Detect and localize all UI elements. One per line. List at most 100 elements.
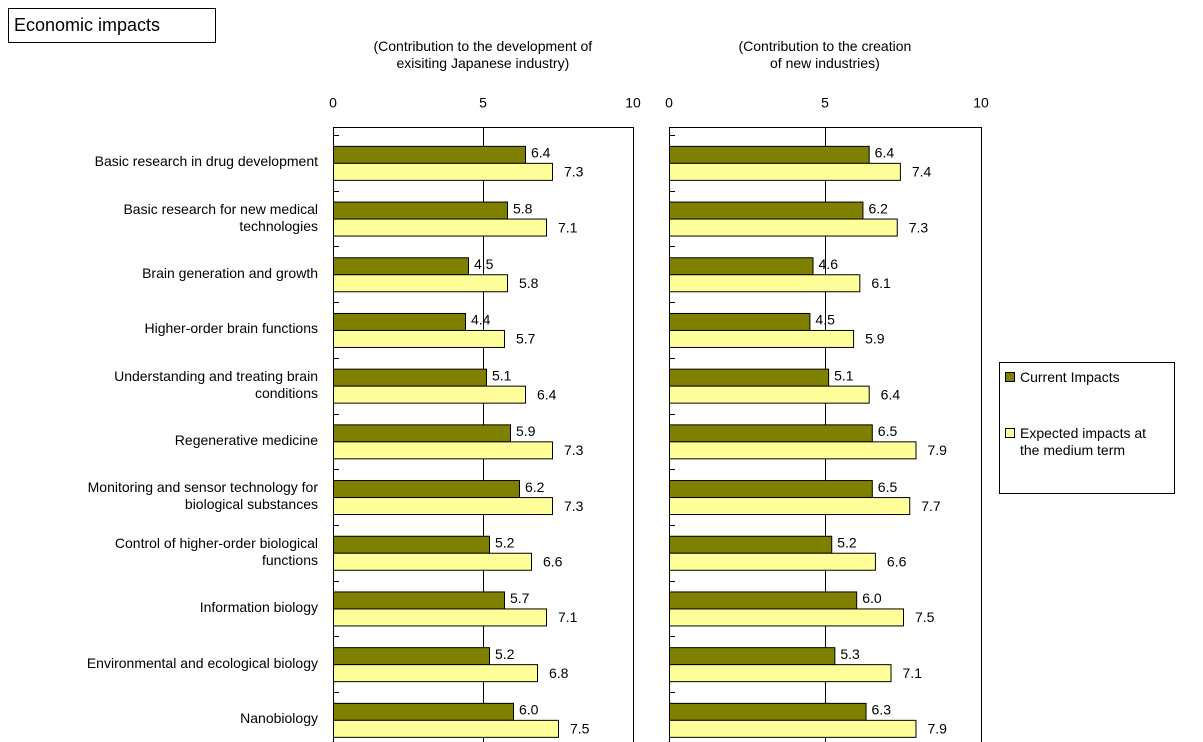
bar: [669, 424, 873, 443]
category-label: Basic research for new medical technolog…: [123, 200, 318, 234]
bar: [669, 441, 917, 460]
bar: [669, 218, 898, 237]
value-label: 5.7: [516, 331, 536, 347]
bar: [333, 368, 487, 387]
value-label: 7.4: [912, 164, 932, 180]
bar: [669, 274, 861, 293]
bar: [333, 162, 553, 181]
legend-swatch: [1005, 372, 1015, 382]
value-label: 7.9: [927, 721, 947, 737]
value-label: 7.7: [921, 498, 941, 514]
x-tick-label: 0: [329, 95, 337, 111]
value-label: 6.0: [862, 590, 882, 606]
bar: [333, 274, 508, 293]
bar: [333, 218, 547, 237]
value-label: 6.6: [543, 553, 563, 569]
value-label: 6.4: [537, 386, 557, 402]
value-label: 5.8: [513, 200, 533, 216]
value-label: 5.7: [510, 590, 530, 606]
category-label: Information biology: [199, 598, 318, 615]
legend-swatch: [1005, 428, 1015, 438]
value-label: 4.5: [815, 312, 835, 328]
x-tick-label: 5: [479, 95, 487, 111]
bar: [669, 201, 864, 220]
value-label: 4.5: [474, 256, 494, 272]
x-tick-label: 5: [821, 95, 829, 111]
bar: [669, 145, 870, 164]
value-label: 5.2: [495, 534, 515, 550]
x-tick-label: 0: [665, 95, 673, 111]
legend-label: Expected impacts at the medium term: [1020, 425, 1147, 458]
bar: [669, 162, 901, 181]
bar: [333, 702, 514, 721]
bar: [333, 480, 520, 499]
bar: [333, 312, 466, 331]
bar: [669, 702, 867, 721]
bar: [333, 664, 538, 683]
value-label: 7.3: [909, 219, 929, 235]
title-box: [8, 8, 216, 43]
bar: [669, 385, 870, 404]
value-label: 7.3: [564, 498, 584, 514]
value-label: 4.6: [819, 256, 839, 272]
bar: [333, 441, 553, 460]
bar: [669, 257, 814, 276]
value-label: 6.0: [519, 702, 539, 718]
value-label: 5.9: [516, 423, 536, 439]
panel-title: (Contribution to the creation of new ind…: [738, 38, 912, 71]
value-label: 7.3: [564, 164, 584, 180]
bar: [333, 145, 526, 164]
bar: [333, 385, 526, 404]
category-label: Brain generation and growth: [142, 264, 318, 281]
bar: [669, 647, 836, 666]
chart-title: Economic impacts: [14, 15, 161, 35]
value-label: 7.1: [558, 609, 578, 625]
bar: [669, 664, 892, 683]
bar: [669, 329, 855, 348]
bar: [333, 201, 508, 220]
category-label: Higher-order brain functions: [144, 320, 318, 337]
value-label: 6.6: [887, 553, 907, 569]
bar: [333, 329, 505, 348]
bar: [669, 552, 876, 571]
value-label: 6.8: [549, 665, 569, 681]
bar: [669, 591, 858, 610]
bar: [669, 497, 911, 516]
x-tick-label: 10: [625, 95, 641, 111]
bar: [669, 719, 917, 738]
category-label: Regenerative medicine: [174, 431, 318, 448]
value-label: 6.5: [878, 423, 898, 439]
bar: [333, 552, 532, 571]
category-label: Basic research in drug development: [94, 153, 318, 170]
bar: [333, 424, 511, 443]
bar: [669, 608, 904, 627]
value-label: 7.3: [564, 442, 584, 458]
bar: [669, 368, 830, 387]
value-label: 6.4: [881, 386, 901, 402]
category-label: Control of higher-order biological funct…: [114, 534, 318, 568]
bar: [333, 535, 490, 554]
bar: [669, 480, 873, 499]
value-label: 5.1: [834, 367, 854, 383]
category-label: Nanobiology: [240, 710, 318, 727]
value-label: 6.4: [875, 145, 895, 161]
x-tick-label: 10: [973, 95, 989, 111]
bar: [333, 608, 547, 627]
bar: [333, 591, 505, 610]
value-label: 6.4: [531, 145, 551, 161]
value-label: 7.1: [558, 219, 578, 235]
panel-title: (Contribution to the development of exis…: [373, 38, 593, 71]
value-label: 6.5: [878, 479, 898, 495]
value-label: 7.5: [915, 609, 935, 625]
legend-label: Current Impacts: [1020, 369, 1120, 385]
value-label: 5.9: [865, 331, 885, 347]
bar: [333, 647, 490, 666]
value-label: 7.5: [570, 721, 590, 737]
bar: [333, 719, 559, 738]
value-label: 7.9: [927, 442, 947, 458]
category-label: Understanding and treating brain conditi…: [114, 367, 318, 401]
value-label: 5.2: [837, 534, 857, 550]
value-label: 5.2: [495, 646, 515, 662]
